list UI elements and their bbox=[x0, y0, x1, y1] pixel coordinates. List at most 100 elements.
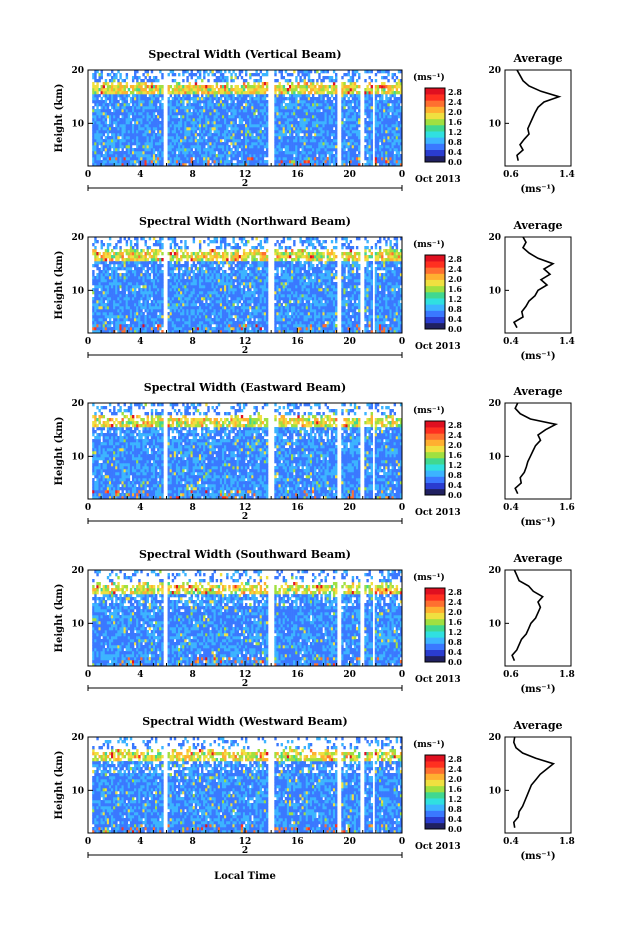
heatmap-cell bbox=[111, 124, 113, 127]
heatmap-cell bbox=[394, 79, 396, 82]
heatmap-cell bbox=[325, 133, 327, 136]
heatmap-cell bbox=[111, 294, 113, 297]
heatmap-cell bbox=[174, 252, 176, 255]
heatmap-cell bbox=[138, 324, 140, 327]
heatmap-cell bbox=[293, 85, 295, 88]
heatmap-cell bbox=[302, 142, 304, 145]
heatmap-cell bbox=[235, 145, 237, 148]
heatmap-cell bbox=[260, 130, 262, 133]
heatmap-cell bbox=[109, 118, 111, 121]
heatmap-cell bbox=[121, 279, 123, 282]
heatmap-cell bbox=[172, 142, 174, 145]
heatmap-cell bbox=[226, 100, 228, 103]
heatmap-cell bbox=[119, 97, 121, 100]
heatmap-cell bbox=[94, 252, 96, 255]
heatmap-cell bbox=[157, 258, 159, 261]
heatmap-cell bbox=[180, 115, 182, 118]
heatmap-cell bbox=[293, 118, 295, 121]
heatmap-cell bbox=[312, 109, 314, 112]
heatmap-cell bbox=[260, 97, 262, 100]
heatmap-cell bbox=[255, 148, 257, 151]
heatmap-cell bbox=[124, 306, 126, 309]
heatmap-cell bbox=[387, 157, 389, 160]
heatmap-cell bbox=[180, 91, 182, 94]
heatmap-cell bbox=[335, 136, 337, 139]
colorbar-segment bbox=[425, 88, 445, 94]
heatmap-cell bbox=[243, 124, 245, 127]
heatmap-cell bbox=[159, 121, 161, 124]
heatmap-cell bbox=[117, 148, 119, 151]
heatmap-cell bbox=[132, 160, 134, 163]
heatmap-cell bbox=[186, 118, 188, 121]
heatmap-cell bbox=[119, 85, 121, 88]
heatmap-cell bbox=[130, 118, 132, 121]
heatmap-cell bbox=[96, 154, 98, 157]
heatmap-cell bbox=[289, 127, 291, 130]
heatmap-cell bbox=[327, 133, 329, 136]
heatmap-cell bbox=[291, 100, 293, 103]
heatmap-cell bbox=[92, 312, 94, 315]
heatmap-cell bbox=[195, 121, 197, 124]
heatmap-cell bbox=[218, 112, 220, 115]
heatmap-cell bbox=[377, 91, 379, 94]
heatmap-cell bbox=[149, 136, 151, 139]
heatmap-cell bbox=[153, 267, 155, 270]
heatmap-cell bbox=[172, 106, 174, 109]
heatmap-cell bbox=[153, 318, 155, 321]
heatmap-cell bbox=[109, 148, 111, 151]
heatmap-cell bbox=[149, 273, 151, 276]
heatmap-cell bbox=[350, 154, 352, 157]
heatmap-cell bbox=[149, 151, 151, 154]
heatmap-cell bbox=[239, 142, 241, 145]
heatmap-cell bbox=[249, 73, 251, 76]
heatmap-cell bbox=[101, 270, 103, 273]
heatmap-cell bbox=[239, 139, 241, 142]
heatmap-cell bbox=[253, 79, 255, 82]
heatmap-cell bbox=[126, 127, 128, 130]
heatmap-cell bbox=[335, 127, 337, 130]
heatmap-cell bbox=[396, 121, 398, 124]
heatmap-cell bbox=[285, 148, 287, 151]
heatmap-cell bbox=[145, 318, 147, 321]
heatmap-cell bbox=[153, 154, 155, 157]
heatmap-cell bbox=[176, 273, 178, 276]
heatmap-cell bbox=[216, 148, 218, 151]
heatmap-cell bbox=[103, 315, 105, 318]
average-y-tick-label: 20 bbox=[488, 66, 501, 76]
heatmap-cell bbox=[318, 118, 320, 121]
heatmap-cell bbox=[136, 106, 138, 109]
heatmap-cell bbox=[96, 273, 98, 276]
heatmap-cell bbox=[109, 258, 111, 261]
heatmap-cell bbox=[130, 270, 132, 273]
heatmap-cell bbox=[245, 73, 247, 76]
heatmap-cell bbox=[241, 154, 243, 157]
heatmap-cell bbox=[130, 121, 132, 124]
heatmap-cell bbox=[105, 261, 107, 264]
heatmap-cell bbox=[327, 85, 329, 88]
heatmap-cell bbox=[379, 121, 381, 124]
heatmap-cell bbox=[350, 133, 352, 136]
heatmap-cell bbox=[92, 151, 94, 154]
heatmap-cell bbox=[345, 85, 347, 88]
heatmap-cell bbox=[180, 103, 182, 106]
heatmap-cell bbox=[107, 246, 109, 249]
heatmap-cell bbox=[283, 121, 285, 124]
heatmap-cell bbox=[224, 148, 226, 151]
heatmap-cell bbox=[115, 270, 117, 273]
heatmap-cell bbox=[278, 94, 280, 97]
heatmap-cell bbox=[147, 297, 149, 300]
heatmap-cell bbox=[115, 327, 117, 330]
heatmap-cell bbox=[128, 154, 130, 157]
heatmap-cell bbox=[98, 157, 100, 160]
heatmap-cell bbox=[193, 127, 195, 130]
heatmap-cell bbox=[130, 312, 132, 315]
heatmap-cell bbox=[247, 100, 249, 103]
heatmap-cell bbox=[174, 145, 176, 148]
heatmap-cell bbox=[98, 142, 100, 145]
heatmap-cell bbox=[134, 294, 136, 297]
heatmap-cell bbox=[176, 303, 178, 306]
heatmap-cell bbox=[113, 321, 115, 324]
heatmap-cell bbox=[243, 157, 245, 160]
heatmap-cell bbox=[153, 151, 155, 154]
heatmap-cell bbox=[203, 109, 205, 112]
